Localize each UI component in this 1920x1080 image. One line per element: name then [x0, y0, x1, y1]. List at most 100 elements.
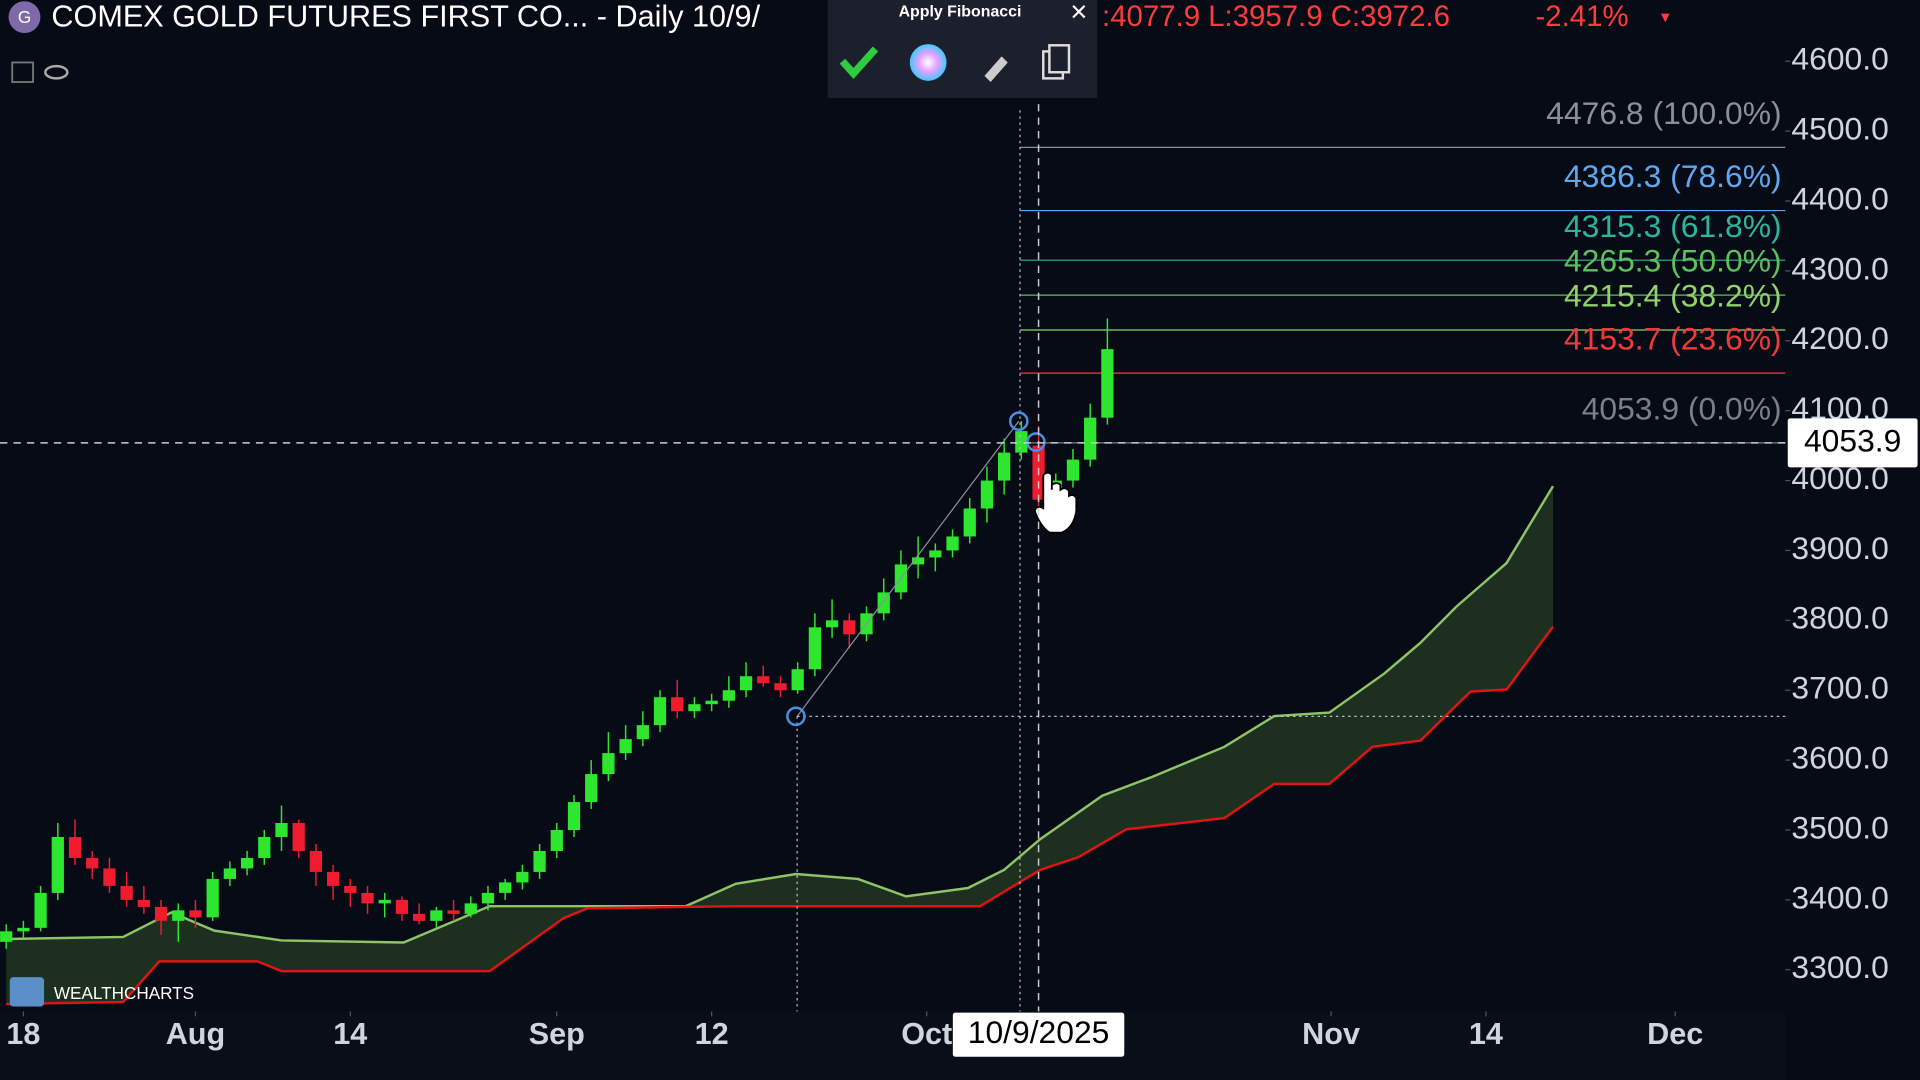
candle-body	[292, 823, 305, 851]
symbol-badge	[8, 1, 41, 34]
candle-body	[326, 871, 340, 886]
fib-level-label: 4215.4 (38.2%)	[1564, 278, 1782, 314]
x-tick-label: Sep	[529, 1017, 585, 1051]
crosshair-x-label: 10/9/2025	[968, 1014, 1110, 1050]
x-tick-label: Dec	[1647, 1017, 1703, 1051]
candle-body	[722, 690, 735, 701]
candle-body	[17, 927, 30, 932]
fib-handle[interactable]	[1026, 432, 1046, 452]
candle-body	[154, 906, 168, 921]
crosshair-x-label-box	[952, 1012, 1125, 1057]
candle-body	[980, 480, 994, 509]
color-button[interactable]	[909, 44, 947, 81]
cloud-fill	[6, 486, 1554, 1005]
x-tick-label: 14	[333, 1017, 367, 1051]
candle-body	[705, 700, 718, 705]
candle-body	[395, 899, 409, 914]
candle-body	[481, 892, 495, 904]
candle-body	[636, 725, 649, 740]
fib-level-label: 4153.7 (23.6%)	[1564, 321, 1782, 357]
candle-body	[843, 620, 856, 635]
crosshair-y-label: 4053.9	[1804, 422, 1901, 458]
candle-body	[430, 910, 443, 921]
fib-level-label: 4386.3 (78.6%)	[1564, 158, 1782, 194]
candle-body	[550, 829, 563, 851]
fib-level-label: 4265.3 (50.0%)	[1564, 243, 1782, 279]
candle-body	[929, 550, 942, 558]
logo-icon	[9, 977, 45, 1007]
y-tick-label: 4600.0	[1791, 41, 1888, 77]
candle-body	[791, 669, 804, 691]
candle-body	[344, 885, 357, 893]
candle-body	[963, 508, 976, 537]
candle-body	[51, 836, 64, 893]
candle-body	[602, 753, 615, 775]
toolbar-title: Apply Fibonacci	[899, 3, 1022, 20]
candle-body	[516, 871, 529, 883]
candle-body	[240, 857, 254, 869]
y-tick-label: 4200.0	[1791, 320, 1888, 356]
candle-body	[1101, 349, 1114, 418]
change-readout: -2.41%	[1536, 0, 1629, 33]
y-tick-label: 3400.0	[1791, 879, 1888, 915]
candle-body	[946, 536, 959, 551]
candle-body	[1084, 417, 1097, 460]
y-tick-label: 3900.0	[1791, 530, 1888, 566]
candle-body	[34, 892, 47, 928]
candle-body	[275, 823, 288, 837]
change-arrow: ▼	[1658, 10, 1673, 26]
y-tick-label: 3800.0	[1791, 600, 1888, 636]
candle-body	[1066, 459, 1080, 481]
candle-body	[739, 676, 753, 691]
candle-body	[103, 868, 116, 886]
y-tick-label: 3500.0	[1791, 809, 1888, 845]
candle-body	[137, 899, 150, 907]
x-tick-label: Aug	[166, 1017, 226, 1051]
toolbar-close[interactable]: ×	[1070, 0, 1087, 28]
x-tick-label: 14	[1469, 1017, 1503, 1051]
candle-body	[447, 910, 460, 914]
fib-trend-line	[796, 420, 1020, 717]
candle-body	[499, 882, 512, 893]
candle-body	[774, 683, 787, 691]
candle-body	[189, 910, 202, 918]
x-tick-label: 12	[695, 1017, 729, 1051]
candle-body	[258, 836, 271, 858]
visibility-icon[interactable]	[44, 64, 69, 80]
candle-body	[688, 704, 701, 712]
candle-body	[361, 892, 374, 904]
candle-body	[464, 903, 477, 914]
cloud-line	[6, 625, 1555, 1006]
candle-body	[808, 627, 822, 670]
candle-body	[567, 802, 581, 830]
plot-area: 4476.8 (100.0%) 4386.3 (78.6%) 4315.3 (61.…	[0, 95, 1786, 1006]
candle-body	[86, 857, 99, 869]
candle-body	[533, 850, 546, 872]
x-tick-label: 18	[6, 1017, 40, 1051]
symbol-badge-text: G	[18, 7, 31, 27]
fib-level-label: 4315.3 (61.8%)	[1564, 208, 1782, 244]
candle-body	[68, 836, 82, 858]
add-indicator-icon[interactable]	[11, 61, 34, 83]
candle-body	[378, 899, 391, 904]
fib-level-label: 4053.9 (0.0%)	[1582, 390, 1782, 426]
candle-body	[998, 452, 1011, 481]
y-tick-label: 4400.0	[1791, 180, 1888, 216]
fib-handle[interactable]	[786, 706, 806, 727]
y-tick-label: 3700.0	[1791, 670, 1888, 706]
fib-handle[interactable]	[1008, 411, 1029, 432]
x-tick-label: Nov	[1302, 1017, 1360, 1051]
copy-button-back	[1048, 44, 1071, 74]
candle-body	[585, 774, 598, 803]
apply-button[interactable]	[839, 46, 879, 79]
cloud-line	[6, 485, 1555, 944]
candle-body	[911, 557, 925, 565]
fib-level-label: 4476.8 (100.0%)	[1546, 95, 1781, 131]
x-axis-band	[0, 1011, 1786, 1080]
candle-body	[757, 676, 770, 684]
y-tick-label: 4500.0	[1791, 111, 1888, 147]
style-button[interactable]	[984, 56, 1008, 83]
